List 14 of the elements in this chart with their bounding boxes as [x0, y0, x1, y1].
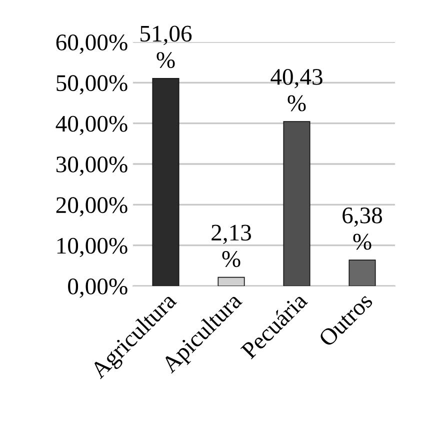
y-tick-label: 50,00% — [56, 75, 128, 94]
data-label: 51,06 % — [140, 26, 192, 68]
y-tick-label: 30,00% — [56, 156, 128, 176]
bar — [152, 78, 180, 286]
data-label: 6,38 % — [342, 207, 382, 250]
y-tick-label: 10,00% — [57, 238, 128, 258]
y-tick-label: 0,00% — [68, 278, 128, 298]
data-label: 40,43 % — [270, 68, 322, 112]
y-tick-label: 60,00% — [56, 34, 128, 54]
bar — [283, 121, 310, 286]
data-label: 2,13 % — [212, 224, 251, 268]
y-tick-label: 40,00% — [56, 116, 128, 136]
bar — [348, 260, 376, 286]
y-tick-label: 20,00% — [56, 197, 128, 216]
